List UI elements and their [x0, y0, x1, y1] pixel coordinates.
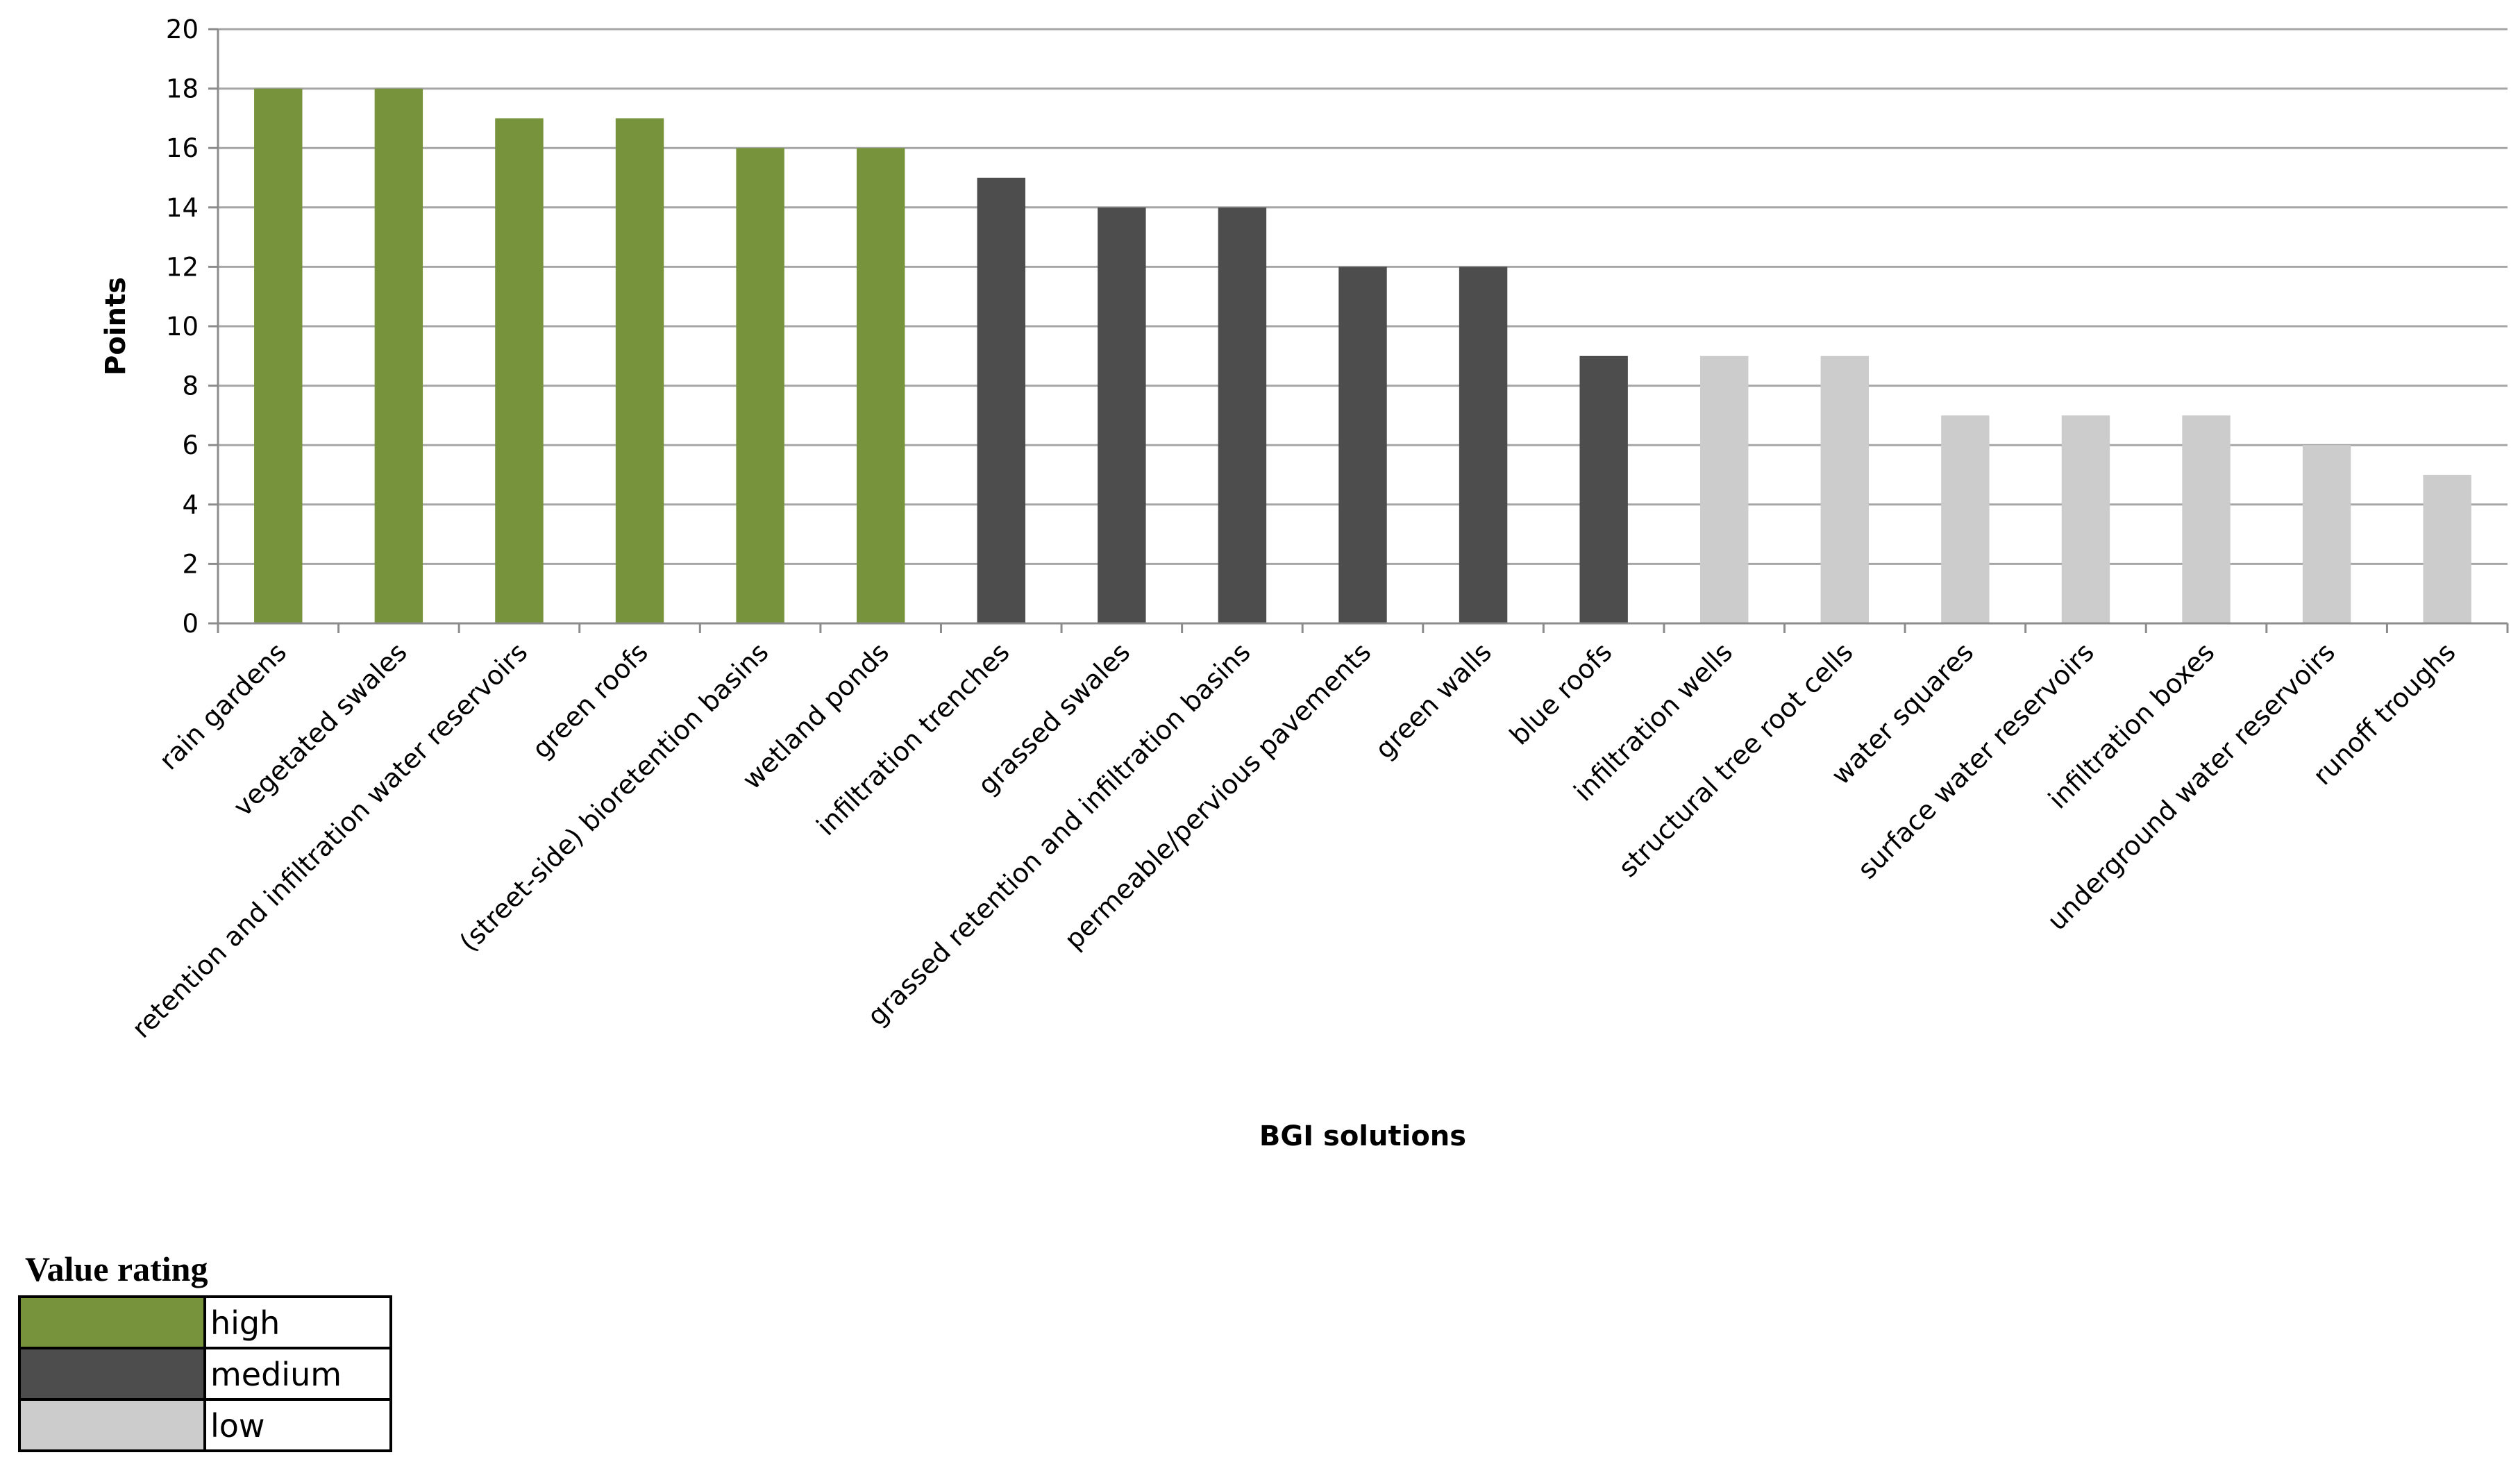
bar: [1700, 355, 1749, 623]
legend-swatch: [18, 1295, 206, 1349]
category-label: blue roofs: [1504, 637, 1618, 751]
legend-title: Value rating: [25, 1250, 208, 1288]
bar: [495, 118, 544, 623]
legend-swatch: [18, 1398, 206, 1452]
y-tick-label: 10: [166, 312, 199, 342]
bar: [254, 88, 303, 624]
y-tick-label: 16: [166, 133, 199, 163]
bar: [977, 178, 1025, 623]
legend-label: low: [210, 1407, 265, 1445]
bar: [2302, 445, 2351, 623]
bar: [736, 148, 784, 623]
bar: [374, 88, 423, 624]
bar: [1941, 415, 1990, 623]
category-label: surface water reservoirs: [1851, 637, 2099, 884]
y-axis-title: Points: [100, 277, 132, 376]
bar: [2182, 415, 2231, 623]
legend-label-cell: [203, 1398, 392, 1452]
bar: [1098, 207, 1146, 623]
bar: [856, 148, 905, 623]
y-tick-labels: 0 2 4 6 8 10 12 14 16 18 20: [166, 15, 199, 639]
y-tick-label: 4: [182, 490, 199, 520]
bar: [1579, 355, 1628, 623]
legend: Value rating high medium low: [18, 1250, 392, 1452]
bar: [1820, 355, 1870, 623]
category-label: structural tree root cells: [1613, 637, 1859, 883]
y-tick-label: 14: [166, 193, 199, 223]
bar: [1459, 267, 1508, 623]
bar: [615, 118, 664, 623]
y-tick-label: 12: [166, 252, 199, 282]
category-label: green roofs: [526, 637, 654, 764]
y-tick-label: 8: [182, 371, 199, 401]
bar: [1338, 267, 1387, 623]
category-label: infiltration trenches: [811, 637, 1016, 841]
bar: [2061, 415, 2110, 623]
axes: [217, 29, 2509, 633]
x-axis-title: BGI solutions: [1259, 1120, 1466, 1152]
legend-swatch: [18, 1347, 206, 1401]
bar: [2423, 475, 2471, 623]
legend-label-cell: [203, 1295, 392, 1349]
y-tick-label: 6: [182, 430, 199, 460]
category-label: rain gardens: [153, 637, 292, 775]
bars: [217, 88, 2471, 633]
legend-entries: high medium low: [18, 1295, 392, 1452]
legend-label: medium: [210, 1356, 342, 1393]
category-label: green walls: [1369, 637, 1497, 765]
y-tick-label: 18: [166, 74, 199, 104]
y-tick-label: 20: [166, 15, 199, 44]
legend-label: high: [210, 1304, 280, 1342]
y-tick-label: 2: [182, 549, 199, 579]
bar: [1218, 207, 1267, 623]
y-tick-label: 0: [182, 609, 199, 639]
